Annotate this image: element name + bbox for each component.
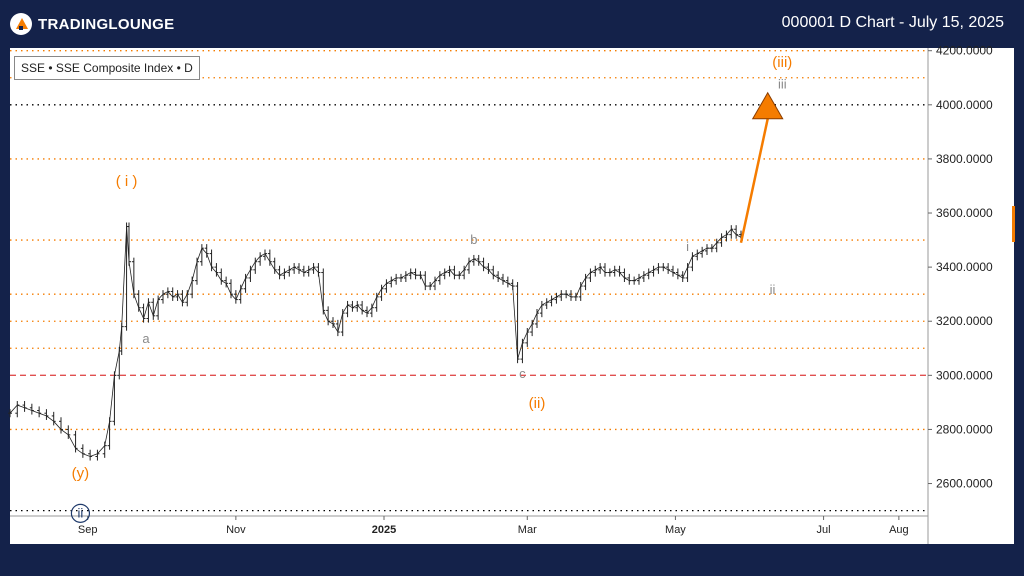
y-tick-label: 2800.0000 (936, 422, 993, 436)
brand-logo: TRADINGLOUNGE (10, 13, 174, 35)
wave-label: b (470, 232, 477, 247)
price-scale-accent (1012, 206, 1015, 242)
brand-text: TRADINGLOUNGE (38, 15, 175, 33)
y-tick-label: 2600.0000 (936, 477, 993, 491)
wave-label-circle (70, 503, 91, 523)
wave-label: (ii) (529, 395, 546, 412)
x-tick-label: Jul (817, 524, 831, 536)
wave-label: c (519, 366, 526, 381)
x-tick-label: Nov (226, 524, 246, 536)
x-tick-label: Sep (78, 524, 98, 536)
top-bar: TRADINGLOUNGE 000001 D Chart - July 15, … (0, 0, 1024, 48)
price-series-line (9, 226, 742, 457)
y-tick-label: 4000.0000 (936, 98, 993, 112)
logo-icon (10, 13, 32, 35)
y-tick-label: 3000.0000 (936, 368, 993, 382)
wave-label: ( i ) (116, 173, 138, 190)
y-tick-label: 3800.0000 (936, 152, 993, 166)
wave-label: ii (770, 282, 776, 297)
symbol-legend: SSE • SSE Composite Index • D (14, 56, 200, 80)
wave-label: iii (778, 77, 787, 92)
wave-label: i (686, 239, 689, 254)
y-tick-label: 3600.0000 (936, 206, 993, 220)
y-tick-label: 4200.0000 (936, 44, 993, 58)
projection-arrow-shaft (739, 118, 769, 244)
x-tick-label: Aug (889, 524, 909, 536)
wave-label: (y) (72, 465, 90, 482)
chart-title: 000001 D Chart - July 15, 2025 (781, 14, 1004, 31)
x-tick-label: Mar (518, 524, 537, 536)
projection-arrow-head (751, 91, 784, 120)
x-tick-label: 2025 (372, 524, 396, 536)
y-tick-label: 3400.0000 (936, 260, 993, 274)
wave-label: a (142, 331, 150, 346)
wave-label: (iii) (772, 54, 792, 71)
x-tick-label: May (665, 524, 686, 536)
wave-label: ii (78, 505, 84, 520)
y-tick-label: 3200.0000 (936, 314, 993, 328)
